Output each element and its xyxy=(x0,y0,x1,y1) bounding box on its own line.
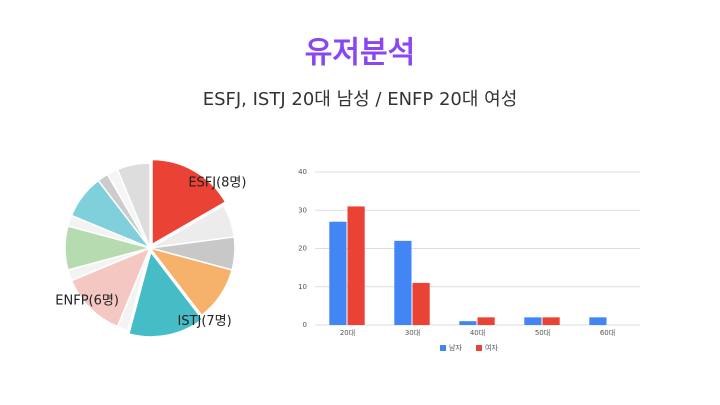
bar xyxy=(459,321,477,325)
bar xyxy=(347,206,365,325)
bar xyxy=(542,317,560,325)
bar xyxy=(394,240,412,325)
y-tick-label: 20 xyxy=(298,245,307,253)
legend-swatch xyxy=(440,345,446,351)
y-tick-label: 0 xyxy=(303,321,307,329)
legend-swatch xyxy=(476,345,482,351)
x-tick-label: 50대 xyxy=(535,329,550,337)
title: 유저분석 xyxy=(305,36,415,71)
legend-label: 남자 xyxy=(449,343,462,352)
bar xyxy=(589,317,607,325)
pie-label: ISTJ(7명) xyxy=(177,314,231,329)
pie-label: ENFP(6명) xyxy=(55,293,119,308)
x-tick-label: 20대 xyxy=(340,329,355,337)
y-tick-label: 10 xyxy=(298,283,307,291)
bar xyxy=(477,317,495,325)
pie-label: ESFJ(8명) xyxy=(188,176,246,191)
bar xyxy=(412,282,430,325)
subtitle: ESFJ, ISTJ 20대 남성 / ENFP 20대 여성 xyxy=(203,89,518,110)
bar xyxy=(329,221,347,325)
y-tick-label: 30 xyxy=(298,206,307,214)
pie-slice xyxy=(116,162,151,249)
bar xyxy=(524,317,542,325)
pie-slice xyxy=(151,158,227,246)
pie-slice xyxy=(148,246,234,317)
pie-slice xyxy=(127,250,204,338)
y-tick-label: 40 xyxy=(298,168,307,176)
x-tick-label: 40대 xyxy=(470,329,485,337)
pie-slice xyxy=(70,246,152,328)
legend-label: 여자 xyxy=(485,343,498,352)
x-tick-label: 60대 xyxy=(600,329,615,337)
x-tick-label: 30대 xyxy=(405,329,420,337)
